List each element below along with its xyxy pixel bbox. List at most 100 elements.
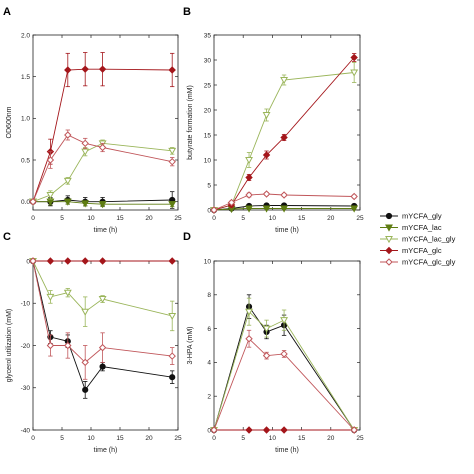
- series-mycfa-gly: [29, 257, 176, 399]
- legend-marker: [385, 246, 393, 255]
- x-axis-label: time (h): [275, 227, 299, 234]
- data-point: [81, 200, 90, 208]
- series-line: [32, 142, 173, 203]
- y-tick-label: 8: [207, 292, 211, 299]
- data-point: [46, 192, 55, 200]
- legend: mYCFA_gly mYCFA_lac mYCFA_lac_gly mYCFA_glc…: [380, 212, 456, 267]
- legend-marker: [385, 258, 393, 266]
- data-point: [99, 363, 106, 370]
- x-tick-label: 20: [327, 435, 335, 442]
- x-tick-label: 10: [269, 215, 277, 222]
- legend-label: mYCFA_lac: [402, 223, 442, 232]
- chart-panel-d: 0 5 10 15 20 25 0 2 4 6 8 10 time (h) 3-HPA (mM): [187, 258, 364, 454]
- data-point: [169, 374, 176, 381]
- series-mycfa-glc-gly: [210, 190, 358, 214]
- x-tick-label: 25: [174, 215, 182, 222]
- x-tick-label: 15: [116, 215, 124, 222]
- data-point: [81, 358, 89, 367]
- data-point: [262, 190, 271, 198]
- data-point: [64, 257, 72, 265]
- x-tick-label: 5: [60, 435, 64, 442]
- data-point: [168, 312, 177, 321]
- y-tick-label: 4: [207, 360, 211, 367]
- y-tick-label: 5: [207, 182, 211, 189]
- legend-entry-mycfa-glc-gly: mYCFA_glc_gly: [380, 258, 456, 267]
- legend-label: mYCFA_lac_gly: [402, 235, 456, 244]
- panel-letter-d: D: [183, 231, 191, 243]
- plot-frame: [213, 34, 361, 211]
- data-point: [350, 205, 359, 213]
- data-point: [63, 289, 72, 297]
- data-point: [82, 386, 89, 393]
- y-tick-label: 0.0: [21, 199, 30, 206]
- legend-marker: [385, 212, 393, 220]
- data-point: [245, 426, 253, 434]
- series-line: [32, 260, 173, 364]
- panel-letter-c: C: [3, 231, 11, 243]
- data-point: [262, 205, 271, 213]
- series-mycfa-glc-gly: [29, 257, 176, 380]
- data-point: [63, 198, 72, 206]
- x-tick-label: 5: [60, 215, 64, 222]
- x-tick-label: 0: [212, 215, 216, 222]
- x-axis-label: time (h): [275, 447, 299, 454]
- y-tick-label: 0: [26, 258, 30, 265]
- series-line: [32, 68, 173, 202]
- panel-letter-a: A: [3, 6, 11, 18]
- data-point: [168, 352, 176, 360]
- y-tick-label: 0.5: [21, 157, 30, 164]
- y-tick-label: 0: [207, 207, 211, 214]
- series-mycfa-lac-gly: [210, 297, 359, 435]
- data-point: [280, 317, 289, 325]
- data-point: [280, 426, 288, 434]
- y-tick-label: 10: [204, 258, 212, 265]
- x-tick-label: 0: [212, 435, 216, 442]
- data-point: [81, 148, 90, 156]
- data-point: [350, 53, 358, 62]
- data-point: [280, 350, 288, 358]
- data-point: [262, 112, 271, 120]
- data-point: [245, 205, 253, 213]
- y-tick-label: 25: [204, 82, 212, 89]
- y-tick-label: 1.5: [21, 74, 30, 81]
- x-tick-label: 15: [116, 435, 124, 442]
- data-point: [262, 351, 271, 360]
- y-tick-label: 15: [204, 132, 212, 139]
- data-point: [168, 257, 176, 265]
- y-tick-label: -10: [21, 301, 31, 308]
- data-point: [46, 341, 55, 350]
- y-axis-label: butyrate formation (mM): [187, 85, 194, 160]
- data-point: [63, 177, 72, 185]
- data-point: [262, 325, 271, 333]
- x-tick-label: 25: [174, 435, 182, 442]
- data-point: [81, 257, 89, 265]
- legend-marker: [385, 236, 393, 244]
- data-point: [98, 257, 107, 265]
- y-axis-label: OD600nm: [6, 106, 13, 138]
- legend-entry-mycfa-gly: mYCFA_gly: [380, 212, 442, 221]
- data-point: [46, 293, 55, 302]
- series-mycfa-glc: [29, 52, 176, 206]
- series-line: [33, 201, 173, 205]
- series-line: [213, 208, 355, 211]
- plot-frame: [32, 34, 179, 211]
- data-point: [29, 257, 37, 265]
- legend-entry-mycfa-lac-gly: mYCFA_lac_gly: [380, 235, 456, 244]
- legend-entry-mycfa-lac: mYCFA_lac: [380, 223, 442, 232]
- data-point: [280, 133, 288, 142]
- legend-marker: [385, 224, 393, 232]
- y-tick-label: 35: [204, 32, 212, 39]
- series-line: [213, 193, 355, 211]
- data-point: [245, 308, 253, 316]
- data-point: [210, 426, 218, 434]
- data-point: [262, 426, 271, 434]
- x-tick-label: 15: [298, 435, 306, 442]
- data-point: [350, 69, 359, 77]
- data-point: [168, 66, 176, 74]
- y-tick-label: -40: [21, 427, 31, 434]
- x-tick-label: 20: [145, 215, 153, 222]
- data-point: [64, 66, 72, 74]
- data-point: [350, 426, 358, 434]
- x-tick-label: 25: [356, 435, 364, 442]
